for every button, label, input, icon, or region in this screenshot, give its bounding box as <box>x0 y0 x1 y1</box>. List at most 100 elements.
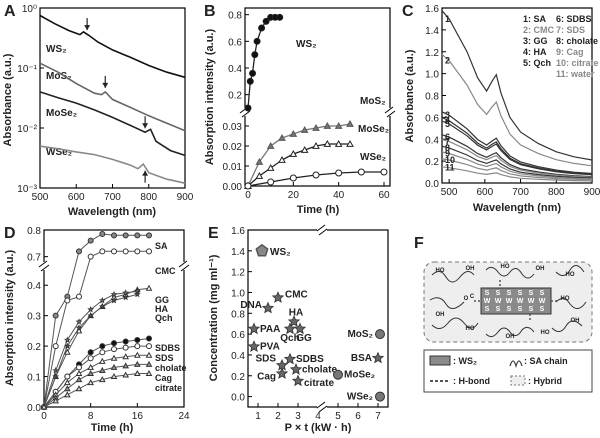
panel-e-point-label: PAA <box>260 324 280 335</box>
panel-e-axis-break-gap <box>317 403 327 411</box>
panel-c-legend-entry: 3: GG <box>523 36 548 46</box>
panel-c-curve-label: 11 <box>445 163 455 173</box>
panel-b-frame <box>244 7 391 187</box>
panel-c-ytick-label: 1.4 <box>425 26 439 37</box>
panel-b-point-0 <box>258 24 266 32</box>
panel-d-point-5 <box>134 337 141 344</box>
group-label: HO <box>561 296 570 302</box>
panel-d-series-label: GG <box>155 295 169 305</box>
panel-d-point-3 <box>64 336 71 343</box>
panel-c-curve-label: 10 <box>445 155 455 165</box>
panel-a-label-ws2: WS₂ <box>46 44 67 55</box>
panel-d-point-7 <box>75 369 83 377</box>
panel-d-point-3 <box>87 306 95 313</box>
panel-d-xtick-label: 8 <box>88 411 94 422</box>
panel-c-curve-2 <box>441 53 593 167</box>
sa-chain <box>555 265 585 276</box>
panel-a-ytick-label: 10⁻² <box>17 124 37 135</box>
functional-groups: HO OH HO OH HO O C OH HO OH HO OH HO <box>436 264 580 340</box>
panel-d-point-8 <box>110 363 118 370</box>
panel-d-point-1 <box>134 248 141 255</box>
panel-b-point-3 <box>289 174 297 182</box>
panel-d-point-5 <box>122 338 129 345</box>
panel-d-point-6 <box>64 373 71 380</box>
panel-c-ytick-label: 1.0 <box>425 70 439 81</box>
panel-e-point <box>275 367 289 379</box>
panel-d-ytick-label: 0.2 <box>27 342 41 353</box>
panel-d-point-6 <box>146 343 152 350</box>
panel-d-point-7 <box>87 363 95 370</box>
panel-d-series-label: cholate <box>155 363 187 373</box>
w-atom-label: W <box>528 298 535 305</box>
panel-d-point-5 <box>99 343 106 350</box>
panel-c-curve-5 <box>441 120 593 176</box>
panel-b-xtick-label: 60 <box>378 190 390 201</box>
panel-e-point-label: MoSe₂ <box>344 370 375 381</box>
s-atom-label: S <box>540 306 545 313</box>
panel-c-curve-label: 9 <box>445 148 450 158</box>
panel-d-point-9 <box>122 371 130 378</box>
panel-c-curve-1 <box>441 10 593 161</box>
panel-d-point-8 <box>63 385 71 392</box>
panel-d-point-8 <box>133 360 141 367</box>
group-label: OH <box>506 334 515 340</box>
panel-d-point-7 <box>110 354 118 361</box>
panel-b-ytick-label: 0.6 <box>228 37 242 48</box>
panel-d-point-1 <box>76 293 82 300</box>
panel-d-point-4 <box>87 312 95 319</box>
panel-d-chart: Absorption intensity (a.u.) Time (h) 0 8 1… <box>4 226 190 434</box>
panel-e-ytick-label: 0.8 <box>231 309 245 320</box>
panel-d-series-6 <box>43 345 149 408</box>
s-atom-label: S <box>496 290 501 297</box>
s-atom-label: S <box>540 290 545 297</box>
panel-b-point-2 <box>278 155 286 163</box>
panel-d-point-4 <box>52 373 59 380</box>
group-label: OH <box>436 312 445 318</box>
panel-b-ytick-label: 0.4 <box>228 64 242 75</box>
w-atom-label: W <box>517 298 524 305</box>
panel-b-xtick-label: 20 <box>288 190 300 201</box>
panel-b-point-0 <box>244 104 252 112</box>
panel-e-point <box>293 322 307 335</box>
panel-d-series-8 <box>43 363 149 408</box>
panel-b-series-0 <box>247 16 280 109</box>
s-atom-label: S <box>518 290 523 297</box>
panel-c-legend-entry: 10: citrate <box>556 58 599 68</box>
group-label: HO <box>566 272 575 278</box>
panel-e-xtick-label: 4 <box>315 411 321 422</box>
panel-c-ytick-label: 0.0 <box>425 179 439 190</box>
w-atom-label: W <box>506 298 513 305</box>
panel-d-point-7 <box>133 351 141 358</box>
panel-a-chart: Absorbance (a.u.) Wavelength (nm) WS₂ Mo… <box>2 4 194 218</box>
group-label: HO <box>541 330 550 336</box>
panel-d-point-4 <box>75 324 83 331</box>
panel-a-peak-arrowhead <box>102 82 109 88</box>
panel-b-point-0 <box>249 69 257 77</box>
panel-b-point-1 <box>300 125 309 133</box>
panel-e-ytick-label: 0.0 <box>231 393 245 404</box>
panel-e-point-label: WS₂ <box>270 247 291 258</box>
panel-d-ytick-label: 0.1 <box>27 373 41 384</box>
panel-d-point-9 <box>98 376 106 383</box>
panel-e-xtick-label: 2 <box>275 411 281 422</box>
panel-label-b: B <box>204 3 216 20</box>
panel-label-e: E <box>208 225 219 242</box>
panel-c-ytick-label: 0.4 <box>425 135 439 146</box>
panel-d-point-9 <box>145 369 153 377</box>
panel-c-ytick-label: 0.2 <box>425 157 439 168</box>
panel-d-axis-break <box>178 260 190 272</box>
panel-d-point-6 <box>87 355 94 362</box>
s-atom-label: S <box>496 306 501 313</box>
panel-a-ytick-label: 10⁻³ <box>17 184 37 195</box>
panel-e-point-label: SDBS <box>296 354 324 365</box>
panel-b-ytick-label: 0.00 <box>223 182 243 193</box>
panel-e-point-label: GG <box>296 333 312 344</box>
panel-c-legend-entry: 7: SDS <box>556 25 585 35</box>
panel-b-point-2 <box>323 139 332 147</box>
panel-d-point-6 <box>111 346 117 353</box>
panel-c-legend-entry: 1: SA <box>523 14 547 24</box>
panel-d-point-7 <box>145 351 153 358</box>
panel-b-point-1 <box>255 157 264 165</box>
panel-d-axis-break-gap <box>39 262 49 270</box>
panel-a-label-wse2: WSe₂ <box>46 147 72 158</box>
